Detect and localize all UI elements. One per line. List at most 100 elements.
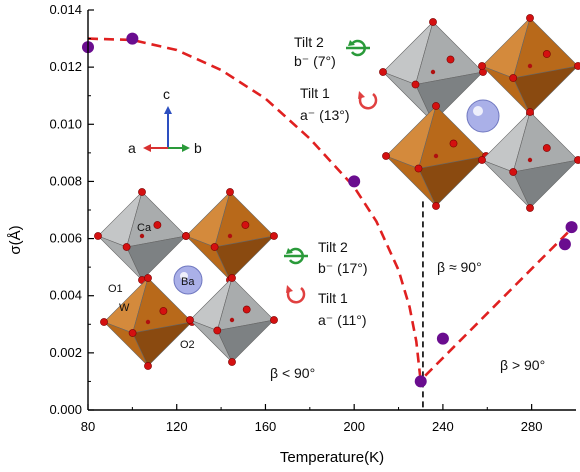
ba-highlight [473,106,483,116]
oxygen-atom [138,188,146,196]
oxygen-atom [478,62,486,70]
axes: 80 120 160 200 240 280 0.000 0.002 0.004 0.006 0.0… [49,2,576,434]
oxygen-atom [509,168,518,176]
y-tick-label: 0.010 [49,116,82,131]
upper-tilt2-label: Tilt 2 [294,34,324,50]
center-atom [433,153,439,159]
oxygen-atom [446,55,455,64]
octahedron [382,102,490,210]
ba-atom [173,265,203,295]
oxygen-atom [526,108,534,116]
atom-label-ba: Ba [181,276,195,288]
x-axis-title: Temperature(K) [280,449,384,466]
x-tick-label: 280 [521,419,543,434]
center-atom [145,319,151,325]
crystal-axes-indicator [143,106,190,152]
oxygen-atom [382,152,390,160]
data-point-6 [558,238,571,251]
oxygen-atom [429,18,437,26]
y-tick-label: 0.014 [49,2,82,17]
oxygen-atom [509,74,518,82]
data-point-7 [565,221,578,234]
axis-b-label: b [194,140,202,156]
x-tick-label: 80 [81,419,95,434]
oxygen-atom [414,164,423,173]
y-tick-label: 0.008 [49,173,82,188]
atom-label-o1: O1 [108,283,123,295]
rotation-arrow-green-upper-icon [346,39,370,57]
center-atom [229,317,235,323]
x-tick-label: 120 [166,419,188,434]
oxygen-atom [432,202,440,210]
y-axis-title: σ(Å) [7,225,24,254]
oxygen-atom [226,188,234,196]
oxygen-atom [411,80,420,89]
lower-crystal-structure [94,188,278,370]
oxygen-atom [574,156,580,164]
ba-atom [466,99,500,133]
octahedron [478,14,580,118]
oxygen-atom [242,305,251,314]
oxygen-atom [213,326,222,335]
center-atom [139,233,145,239]
oxygen-atom [210,243,219,251]
oxygen-atom [379,68,387,76]
oxygen-atom [478,156,486,164]
y-tick-label: 0.004 [49,288,82,303]
axis-c-label: c [163,86,170,102]
upper-tilt1-label: Tilt 1 [300,85,330,101]
oxygen-atom [182,232,190,240]
axis-a-label: a [128,140,136,156]
x-tick-label: 240 [432,419,454,434]
oxygen-atom [144,274,152,282]
oxygen-atom [526,14,534,22]
atom-label-ca: Ca [137,222,152,234]
oxygen-atom [241,221,250,229]
oxygen-atom [153,221,162,229]
rotation-arrow-red-upper-icon [358,91,378,110]
rotation-arrow-red-lower-icon [286,285,306,304]
oxygen-atom [100,318,108,326]
oxygen-atom [186,316,194,324]
data-point-3 [348,175,361,188]
oxygen-atom [128,329,137,337]
lower-tilt1-label: Tilt 1 [318,290,348,306]
octahedron [478,108,580,212]
oxygen-atom [542,50,551,58]
x-tick-label: 160 [255,419,277,434]
y-tick-label: 0.002 [49,345,82,360]
oxygen-atom [526,204,534,212]
data-point-5 [436,332,449,345]
center-atom [527,63,533,69]
data-point-4 [414,375,427,388]
y-tick-label: 0.012 [49,59,82,74]
ba-highlight [180,272,188,280]
upper-crystal-structure [379,14,580,212]
lower-tilt1-value: a⁻ (11°) [318,312,367,328]
octahedron [94,188,190,284]
oxygen-atom [574,62,580,70]
oxygen-atom [228,358,236,366]
oxygen-atom [228,274,236,282]
upper-tilt2-value: b⁻ (7°) [294,53,336,69]
octahedron [100,274,196,370]
oxygen-atom [94,232,102,240]
oxygen-atom [270,316,278,324]
y-tick-label: 0.000 [49,402,82,417]
lower-tilt2-label: Tilt 2 [318,239,348,255]
oxygen-atom [542,144,551,152]
octahedron [379,18,487,126]
oxygen-atom [449,139,458,148]
x-tick-label: 200 [343,419,365,434]
y-tick-label: 0.006 [49,231,82,246]
oxygen-atom [432,102,440,110]
beta-mid-label: β ≈ 90° [437,259,482,275]
octahedron [182,188,278,284]
rotation-arrow-green-lower-icon [284,247,308,265]
beta-low-label: β < 90° [270,365,315,381]
fit-curve-1 [87,37,422,382]
oxygen-atom [144,362,152,370]
fit-curve-2 [424,223,577,377]
lower-tilt2-value: b⁻ (17°) [318,260,368,276]
